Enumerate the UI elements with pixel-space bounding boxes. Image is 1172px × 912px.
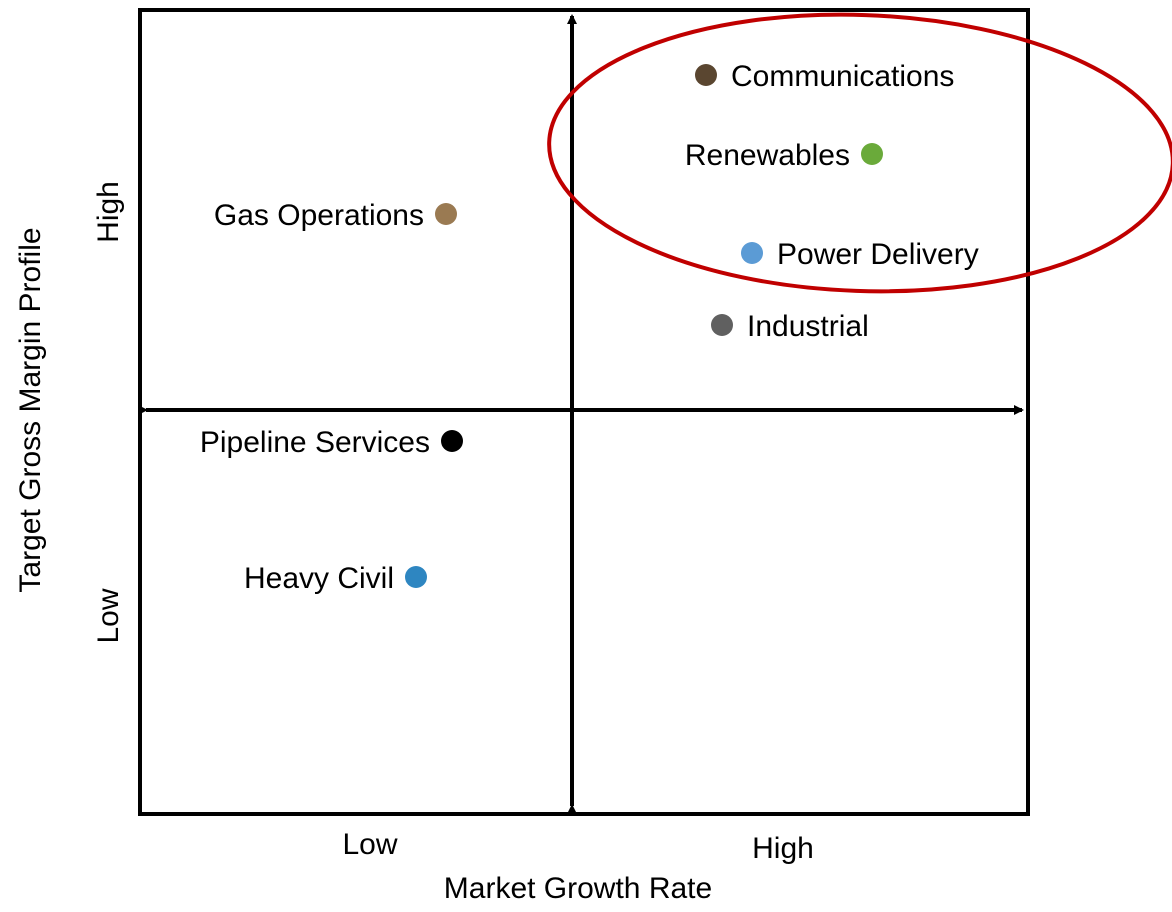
node-dot: [435, 203, 457, 225]
node-dot: [711, 314, 733, 336]
node-label: Heavy Civil: [244, 562, 394, 595]
y-axis-title: Target Gross Margin Profile: [14, 227, 47, 592]
node-dot: [405, 566, 427, 588]
x-low-label: Low: [342, 828, 397, 861]
y-low-label: Low: [92, 588, 125, 643]
node-label: Gas Operations: [214, 199, 424, 232]
node-label: Industrial: [747, 310, 869, 343]
node-dot: [861, 143, 883, 165]
node-label: Pipeline Services: [200, 426, 430, 459]
node-label: Renewables: [685, 139, 850, 172]
x-high-label: High: [752, 832, 814, 865]
nodes: Communications Renewables Gas Operations Po…: [200, 60, 979, 595]
node-dot: [741, 242, 763, 264]
highlight-ellipse: [547, 12, 1172, 294]
node-dot: [441, 430, 463, 452]
node-label: Communications: [731, 60, 954, 93]
node-label: Power Delivery: [777, 238, 979, 271]
y-high-label: High: [92, 181, 125, 243]
node-dot: [695, 64, 717, 86]
x-axis-title: Market Growth Rate: [444, 872, 712, 905]
